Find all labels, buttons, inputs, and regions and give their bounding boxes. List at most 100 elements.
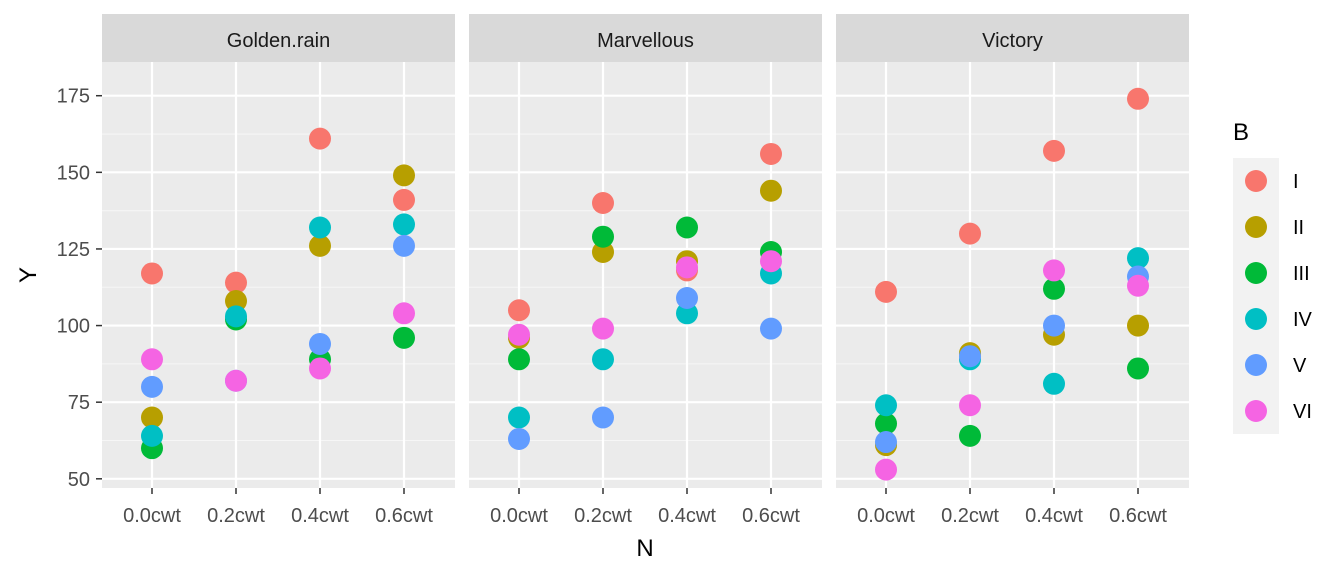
x-tick-label-0-2cwt: 0.2cwt [207,505,265,527]
legend-label-vi: VI [1293,401,1312,423]
point-golden-rain-ii-0-2cwt [225,290,247,313]
legend-title: B [1233,119,1249,146]
point-golden-rain-i-0-2cwt [225,271,247,294]
y-tick-label-75: 75 [68,392,90,414]
legend-label-ii: II [1293,217,1304,239]
y-tick-label-125: 125 [57,239,90,261]
point-marvellous-i-0-2cwt [592,191,614,214]
legend-item-v: V [1233,342,1307,388]
point-golden-rain-v-0-6cwt [393,234,415,257]
x-tick-label-0-6cwt: 0.6cwt [742,505,800,527]
point-marvellous-iv-0-2cwt [592,348,614,371]
point-marvellous-vi-0-6cwt [760,250,782,273]
point-victory-v-0-0cwt [875,431,897,454]
point-marvellous-iii-0-2cwt [592,225,614,248]
point-golden-rain-iv-0-4cwt [309,216,331,239]
point-golden-rain-vi-0-4cwt [309,357,331,380]
point-victory-iv-0-4cwt [1043,372,1065,395]
x-tick-label-0-0cwt: 0.0cwt [857,505,915,527]
point-victory-ii-0-6cwt [1127,314,1149,337]
point-marvellous-vi-0-2cwt [592,317,614,340]
x-tick-label-0-4cwt: 0.4cwt [1025,505,1083,527]
point-marvellous-iii-0-4cwt [676,216,698,239]
point-marvellous-vi-0-4cwt [676,256,698,279]
point-victory-iv-0-0cwt [875,394,897,417]
facet-marvellous: Marvellous 0.0cwt 0.2cwt 0.4cwt 0.6cwt [469,14,822,527]
point-golden-rain-i-0-6cwt [393,188,415,211]
point-golden-rain-ii-0-6cwt [393,164,415,187]
point-victory-iii-0-2cwt [959,424,981,447]
point-victory-iii-0-6cwt [1127,357,1149,380]
point-marvellous-v-0-6cwt [760,317,782,340]
facet-golden-rain: Golden.rain 0.0cwt 0.2cwt 0.4cwt 0.6cwt [102,14,455,527]
legend-marker-i [1245,170,1267,192]
point-victory-iii-0-0cwt [875,412,897,435]
facet-victory: Victory 0.0cwt 0.2cwt 0.4cwt 0.6cwt [836,14,1189,527]
point-golden-rain-vi-0-6cwt [393,302,415,325]
legend-label-iii: III [1293,263,1310,285]
legend-marker-ii [1245,216,1267,238]
x-tick-label-0-6cwt: 0.6cwt [1109,505,1167,527]
point-marvellous-ii-0-2cwt [592,241,614,264]
x-tick-label-0-4cwt: 0.4cwt [658,505,716,527]
point-victory-v-0-4cwt [1043,314,1065,337]
point-victory-vi-0-6cwt [1127,274,1149,297]
legend-marker-v [1245,354,1267,376]
x-tick-label-0-2cwt: 0.2cwt [941,505,999,527]
point-golden-rain-i-0-0cwt [141,262,163,285]
legend-label-v: V [1293,355,1307,377]
point-victory-vi-0-0cwt [875,458,897,481]
legend-item-vi: VI [1233,388,1312,434]
point-marvellous-v-0-2cwt [592,406,614,429]
point-golden-rain-vi-0-0cwt [141,348,163,371]
point-golden-rain-v-0-0cwt [141,375,163,398]
point-victory-iii-0-4cwt [1043,277,1065,300]
y-tick-label-100: 100 [57,316,90,338]
legend-item-i: I [1233,158,1299,204]
point-marvellous-i-0-6cwt [760,142,782,165]
strip-label-marvellous: Marvellous [597,30,694,52]
x-tick-label-0-0cwt: 0.0cwt [123,505,181,527]
point-marvellous-v-0-4cwt [676,286,698,309]
point-golden-rain-iii-0-6cwt [393,326,415,349]
point-victory-i-0-0cwt [875,280,897,303]
legend-marker-iii [1245,262,1267,284]
legend-marker-vi [1245,400,1267,422]
point-marvellous-i-0-0cwt [508,299,530,322]
point-victory-vi-0-2cwt [959,394,981,417]
legend-item-ii: II [1233,204,1304,250]
point-victory-i-0-6cwt [1127,87,1149,110]
strip-victory [836,14,1189,62]
y-tick-label-175: 175 [57,86,90,108]
legend-item-iii: III [1233,250,1310,296]
legend-marker-iv [1245,308,1267,330]
point-marvellous-vi-0-0cwt [508,323,530,346]
strip-marvellous [469,14,822,62]
point-golden-rain-ii-0-0cwt [141,406,163,429]
y-axis-title: Y [15,267,42,283]
point-victory-iv-0-6cwt [1127,247,1149,270]
point-marvellous-v-0-0cwt [508,427,530,450]
x-tick-label-0-0cwt: 0.0cwt [490,505,548,527]
point-golden-rain-iv-0-2cwt [225,305,247,328]
point-golden-rain-ii-0-4cwt [309,234,331,257]
point-victory-i-0-2cwt [959,222,981,245]
strip-label-golden-rain: Golden.rain [227,30,330,52]
point-marvellous-iv-0-4cwt [676,302,698,325]
x-tick-label-0-4cwt: 0.4cwt [291,505,349,527]
point-marvellous-iii-0-0cwt [508,348,530,371]
y-tick-label-150: 150 [57,162,90,184]
point-golden-rain-vi-0-2cwt [225,369,247,392]
legend-label-i: I [1293,171,1299,193]
point-victory-v-0-2cwt [959,345,981,368]
strip-golden-rain [102,14,455,62]
point-golden-rain-iv-0-6cwt [393,213,415,236]
point-golden-rain-i-0-4cwt [309,127,331,150]
x-tick-label-0-2cwt: 0.2cwt [574,505,632,527]
x-tick-label-0-6cwt: 0.6cwt [375,505,433,527]
point-marvellous-iv-0-0cwt [508,406,530,429]
strip-label-victory: Victory [982,30,1043,52]
point-golden-rain-iv-0-0cwt [141,424,163,447]
